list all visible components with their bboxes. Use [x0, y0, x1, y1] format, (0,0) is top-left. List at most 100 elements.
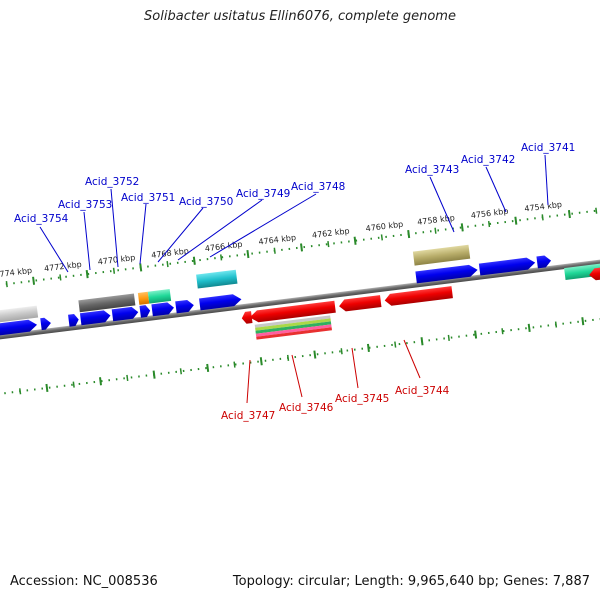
outer-tick	[514, 216, 518, 225]
inner-tick	[19, 388, 22, 395]
tick-label: 4766 kbp	[204, 240, 243, 254]
gene-label[interactable]: Acid_3744	[395, 385, 450, 397]
outer-tick	[460, 223, 464, 232]
tick-label: 4772 kbp	[44, 260, 83, 274]
inner-tick	[152, 370, 156, 379]
gene-label[interactable]: Acid_3754	[14, 213, 69, 225]
outer-tick	[434, 227, 437, 234]
feature-block[interactable]	[0, 305, 39, 328]
outer-tick	[59, 274, 62, 281]
inner-tick	[340, 348, 343, 355]
reverse-gene-labels: Acid_3747 Acid_3746 Acid_3745 Acid_3744	[221, 385, 450, 422]
gene-label[interactable]: Acid_3745	[335, 393, 389, 405]
outer-tick	[595, 207, 598, 214]
inner-tick	[313, 350, 317, 359]
tick-label: 4758 kbp	[417, 213, 456, 227]
gene-arrow[interactable]	[415, 264, 478, 284]
stacked-features	[254, 315, 332, 340]
gene-label[interactable]: Acid_3751	[121, 192, 175, 204]
reverse-genes	[241, 262, 600, 324]
gene-label[interactable]: Acid_3743	[405, 164, 459, 176]
inner-tick	[45, 383, 49, 393]
outer-tick	[327, 241, 330, 248]
tick-label: 4768 kbp	[151, 246, 190, 260]
tick-label: 4754 kbp	[524, 200, 563, 214]
inner-tick	[581, 317, 585, 326]
inner-tick	[72, 381, 75, 388]
gene-label[interactable]: Acid_3742	[461, 154, 515, 166]
forward-gene-labels: Acid_3754 Acid_3753 Acid_3752 Acid_3751 …	[14, 142, 575, 225]
inner-tick	[99, 377, 103, 386]
inner-tick	[126, 374, 129, 382]
inner-tick	[259, 357, 263, 366]
feature-block[interactable]	[137, 291, 150, 305]
outer-dotted-ring	[0, 200, 600, 297]
gene-label[interactable]: Acid_3748	[291, 181, 345, 193]
genome-backbone	[0, 250, 600, 349]
inner-tick	[206, 363, 210, 373]
feature-block[interactable]	[412, 244, 471, 266]
gene-label[interactable]: Acid_3750	[179, 196, 233, 208]
outer-tick	[166, 261, 169, 268]
outer-tick	[487, 220, 491, 228]
tick-marks	[5, 207, 598, 395]
outer-tick	[541, 214, 544, 221]
outer-tick	[85, 270, 89, 279]
gene-arrow[interactable]	[536, 255, 552, 269]
gene-label[interactable]: Acid_3749	[236, 188, 290, 200]
inner-tick	[366, 343, 370, 353]
outer-tick	[192, 256, 196, 265]
inner-tick	[474, 330, 478, 339]
gene-arrow[interactable]	[151, 302, 174, 317]
outer-tick	[139, 263, 143, 272]
gene-label[interactable]: Acid_3746	[279, 402, 334, 414]
gene-arrow[interactable]	[68, 314, 79, 327]
gene-arrow[interactable]	[338, 295, 382, 312]
feature-block[interactable]	[78, 293, 136, 313]
feature-stripe[interactable]	[255, 318, 331, 331]
gene-label[interactable]: Acid_3741	[521, 142, 575, 154]
inner-tick	[286, 354, 290, 361]
outer-tick	[220, 254, 223, 261]
inner-tick	[447, 334, 450, 341]
outer-tick	[246, 249, 250, 259]
inner-tick	[179, 368, 183, 375]
tick-label: 4756 kbp	[470, 207, 509, 221]
gene-arrow[interactable]	[478, 257, 536, 276]
gene-arrow[interactable]	[139, 305, 151, 318]
gene-arrow[interactable]	[40, 317, 51, 331]
inner-tick	[501, 328, 504, 335]
outer-tick	[300, 243, 303, 252]
gene-label[interactable]: Acid_3753	[58, 199, 112, 211]
feature-block[interactable]	[147, 289, 172, 304]
tick-label: 4762 kbp	[312, 226, 351, 240]
figure-title: Solibacter usitatus Ellin6076, complete …	[144, 9, 456, 24]
gene-arrow[interactable]	[241, 311, 253, 324]
gene-arrow[interactable]	[79, 310, 111, 326]
gene-label[interactable]: Acid_3747	[221, 410, 275, 422]
gene-arrow[interactable]	[0, 319, 38, 341]
leader-lines	[39, 154, 549, 404]
inner-tick	[233, 361, 236, 368]
outer-tick	[380, 234, 384, 241]
feature-stripe[interactable]	[255, 321, 332, 334]
gene-arrow[interactable]	[175, 299, 194, 314]
feature-stripe[interactable]	[255, 324, 332, 337]
inner-tick	[420, 337, 424, 346]
genome-summary-text: Topology: circular; Length: 9,965,640 bp…	[232, 574, 590, 589]
gene-arrow[interactable]	[384, 286, 453, 306]
gene-arrow[interactable]	[249, 300, 336, 324]
outer-tick	[273, 247, 276, 254]
inner-tick	[527, 323, 531, 332]
gene-arrow[interactable]	[199, 293, 242, 311]
feature-stripe[interactable]	[256, 327, 332, 340]
outer-tick	[407, 229, 411, 239]
tick-label: 4760 kbp	[365, 220, 404, 234]
feature-block[interactable]	[196, 269, 238, 289]
gene-arrow[interactable]	[111, 306, 139, 322]
gene-label[interactable]: Acid_3752	[85, 176, 139, 188]
feature-stripe[interactable]	[254, 315, 331, 328]
outer-tick	[32, 276, 36, 285]
forward-genes	[0, 255, 552, 341]
